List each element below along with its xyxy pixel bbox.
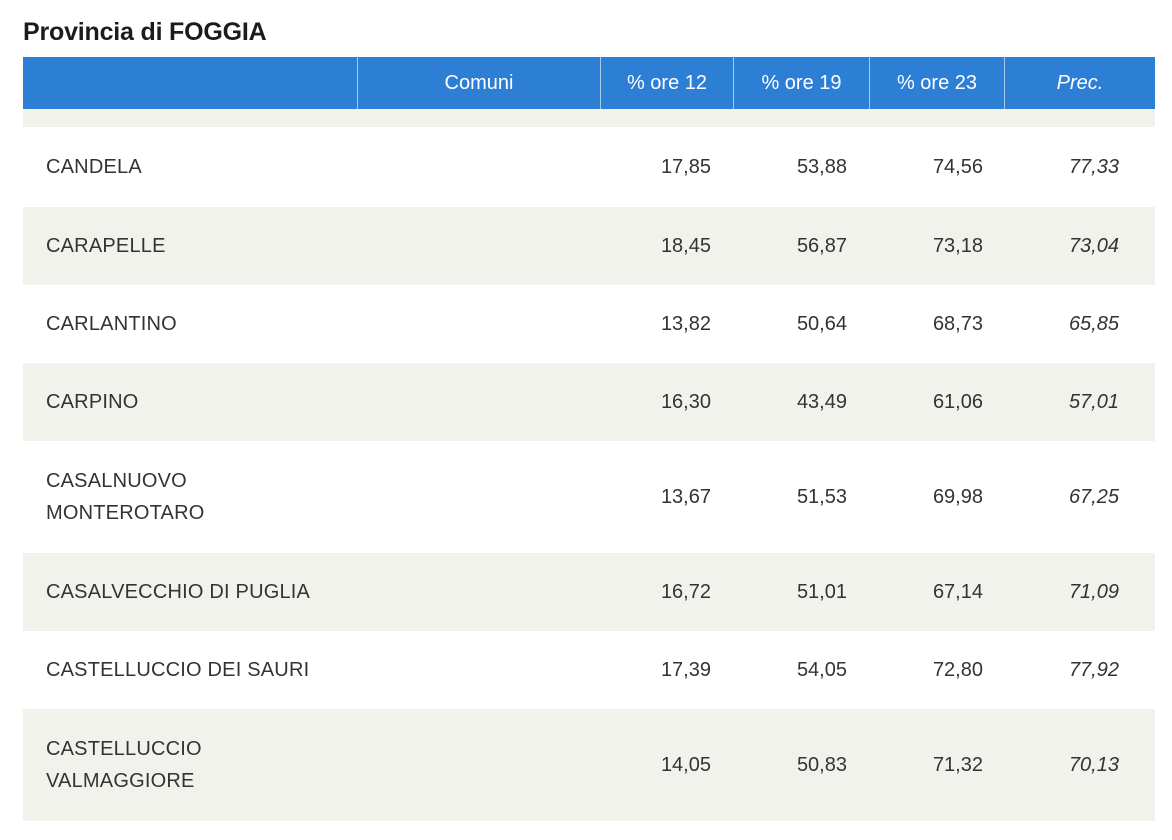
cell-ore23: 68,73 [932, 312, 983, 335]
cell-ore19: 50,83 [796, 753, 847, 776]
cell-prec: 77,33 [1068, 155, 1119, 178]
table-row: CARLANTINO 13,82 50,64 68,73 65,85 [23, 285, 1155, 363]
cell-comune: CARPINO [46, 391, 139, 413]
cell-comune: CASTELLUCCIO DEI SAURI [46, 659, 310, 681]
cell-ore12: 13,82 [660, 312, 711, 335]
cell-comune: CARAPELLE [46, 235, 166, 257]
table-row: CASTELLUCCIO DEI SAURI 17,39 54,05 72,80 77,… [23, 631, 1155, 709]
table-row: CASTELLUCCIO VALMAGGIORE 14,05 50,83 71,32 7… [23, 709, 1155, 821]
cell-ore19: 53,88 [796, 155, 847, 178]
table-spacer [23, 109, 1155, 127]
cell-comune: CARLANTINO [46, 313, 177, 335]
cell-prec: 73,04 [1068, 234, 1119, 257]
table-header: Comuni % ore 12 % ore 19 % ore 23 Prec. [23, 57, 1155, 109]
cell-ore12: 17,39 [660, 658, 711, 681]
cell-ore19: 54,05 [796, 658, 847, 681]
cell-ore12: 16,30 [660, 390, 711, 413]
cell-ore19: 50,64 [796, 312, 847, 335]
header-ore19[interactable]: % ore 19 [734, 57, 870, 109]
cell-prec: 65,85 [1068, 312, 1119, 335]
cell-ore19: 56,87 [796, 234, 847, 257]
cell-comune: CASALNUOVO MONTEROTARO [46, 470, 205, 524]
table-row: CARAPELLE 18,45 56,87 73,18 73,04 [23, 207, 1155, 285]
table-row: CANDELA 17,85 53,88 74,56 77,33 [23, 127, 1155, 207]
cell-ore19: 51,01 [796, 580, 847, 603]
cell-ore12: 13,67 [660, 485, 711, 508]
cell-prec: 67,25 [1068, 485, 1119, 508]
cell-prec: 77,92 [1068, 658, 1119, 681]
cell-ore23: 71,32 [932, 753, 983, 776]
cell-comune: CASTELLUCCIO VALMAGGIORE [46, 738, 202, 792]
table-row: CARPINO 16,30 43,49 61,06 57,01 [23, 363, 1155, 441]
cell-ore12: 14,05 [660, 753, 711, 776]
cell-ore19: 51,53 [796, 485, 847, 508]
cell-prec: 71,09 [1068, 580, 1119, 603]
cell-comune: CANDELA [46, 156, 142, 178]
cell-prec: 57,01 [1068, 390, 1119, 413]
cell-ore23: 73,18 [932, 234, 983, 257]
cell-ore12: 18,45 [660, 234, 711, 257]
header-ore12[interactable]: % ore 12 [601, 57, 734, 109]
cell-ore12: 16,72 [660, 580, 711, 603]
table-body: CANDELA 17,85 53,88 74,56 77,33 CARAPELLE 18,4… [23, 127, 1155, 821]
cell-prec: 70,13 [1068, 753, 1119, 776]
header-prec[interactable]: Prec. [1056, 71, 1104, 94]
cell-ore23: 72,80 [932, 658, 983, 681]
cell-ore19: 43,49 [796, 390, 847, 413]
cell-comune: CASALVECCHIO DI PUGLIA [46, 581, 311, 603]
header-ore23[interactable]: % ore 23 [870, 57, 1005, 109]
cell-ore12: 17,85 [660, 155, 711, 178]
cell-ore23: 61,06 [932, 390, 983, 413]
header-comuni[interactable]: Comuni [358, 57, 601, 109]
turnout-table: Comuni % ore 12 % ore 19 % ore 23 Prec. … [23, 57, 1155, 821]
cell-ore23: 74,56 [932, 155, 983, 178]
cell-ore23: 69,98 [932, 485, 983, 508]
table-row: CASALNUOVO MONTEROTARO 13,67 51,53 69,98 67,… [23, 441, 1155, 553]
cell-ore23: 67,14 [932, 580, 983, 603]
header-blank [23, 57, 358, 109]
page-title: Provincia di FOGGIA [23, 18, 267, 46]
table-row: CASALVECCHIO DI PUGLIA 16,72 51,01 67,14 71,… [23, 553, 1155, 631]
